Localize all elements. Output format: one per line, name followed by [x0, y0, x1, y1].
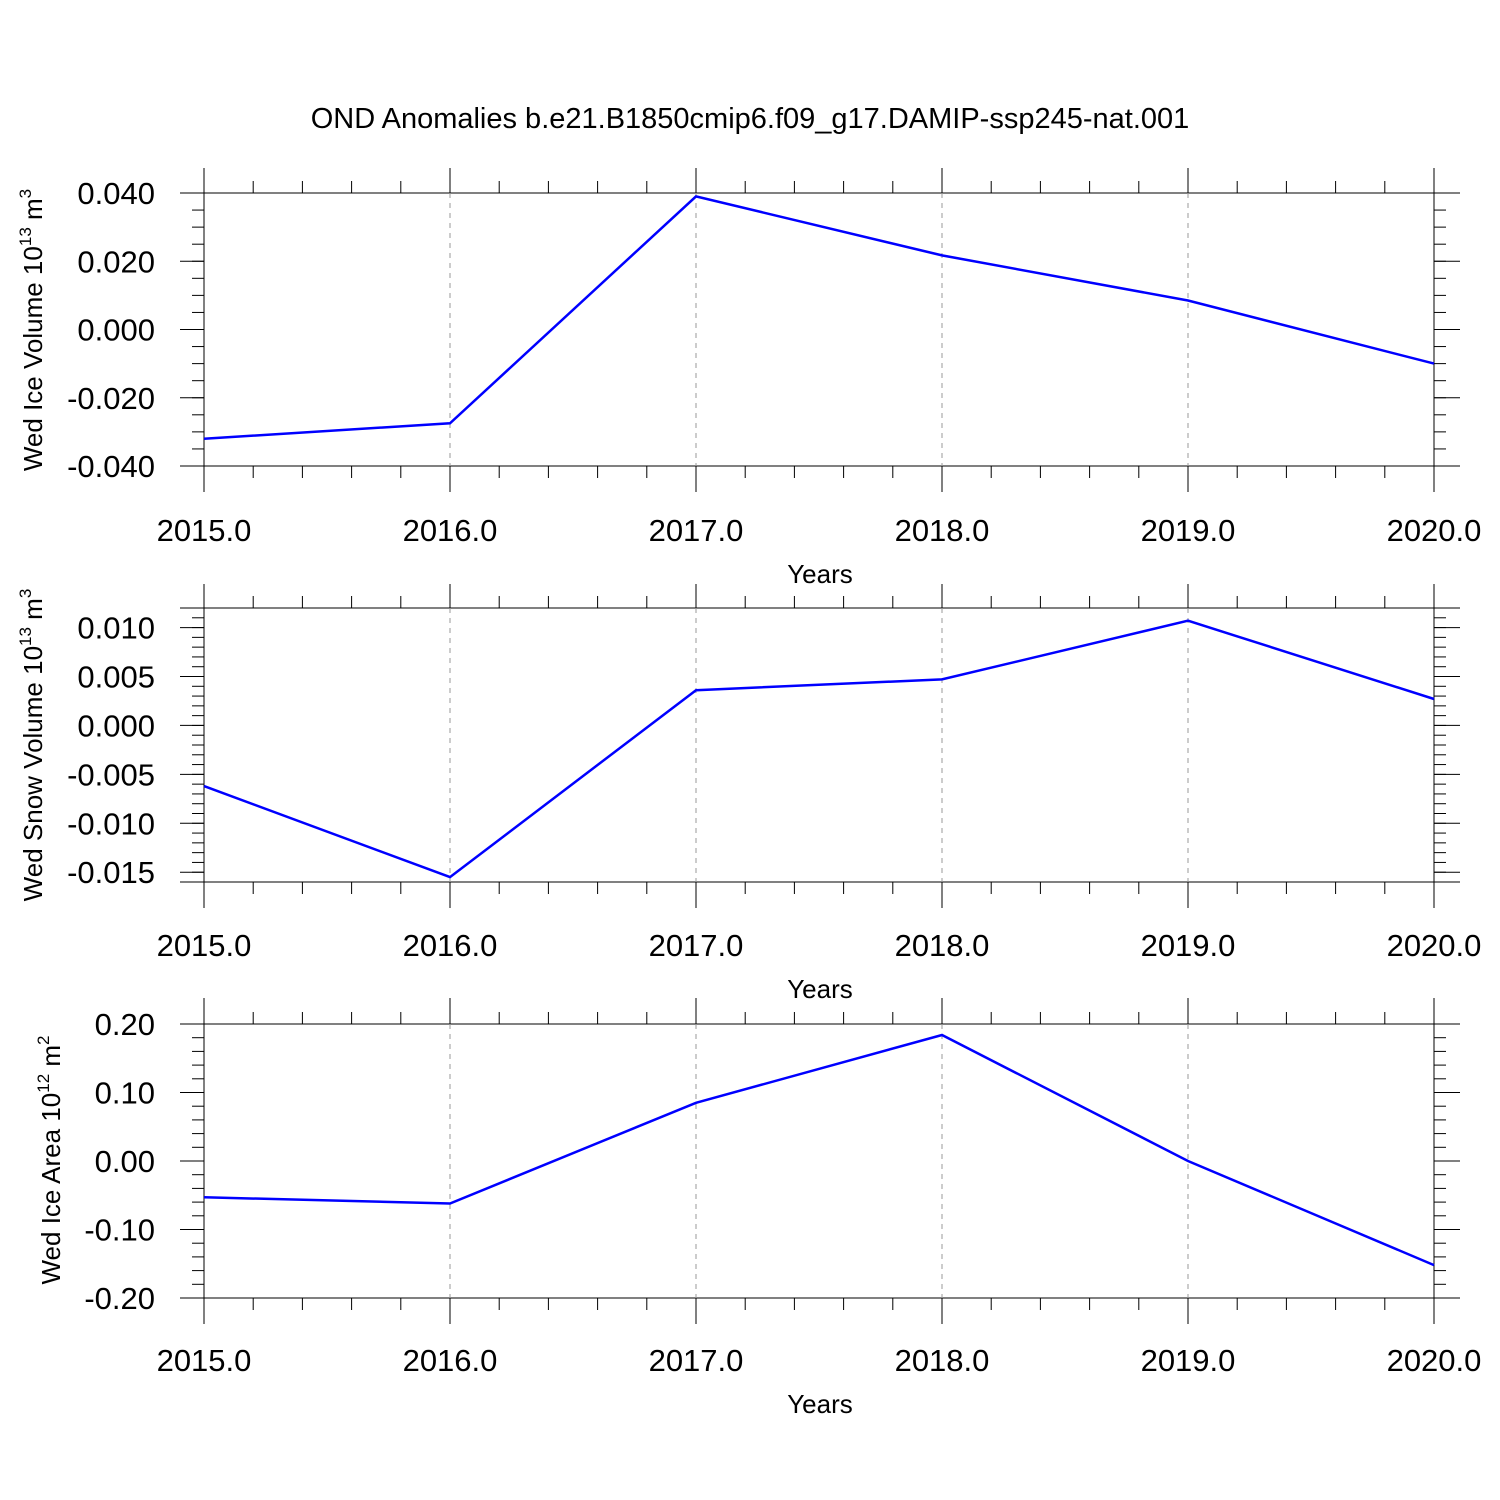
y-tick-label: 0.00	[95, 1144, 155, 1179]
y-tick-label: 0.040	[77, 176, 155, 211]
x-tick-label: 2016.0	[403, 928, 498, 963]
x-tick-label: 2020.0	[1387, 1343, 1482, 1378]
y-axis-title: Wed Ice Volume 1013 m3	[16, 189, 48, 471]
y-tick-label: -0.20	[84, 1281, 155, 1316]
x-tick-label: 2018.0	[895, 928, 990, 963]
x-axis-title: Years	[787, 559, 853, 589]
y-tick-label: 0.005	[77, 660, 155, 695]
x-axis-title: Years	[787, 1389, 853, 1419]
y-axis-title: Wed Ice Area 1012 m2	[34, 1035, 66, 1284]
y-tick-label: 0.020	[77, 244, 155, 279]
figure-title: OND Anomalies b.e21.B1850cmip6.f09_g17.D…	[310, 103, 1190, 135]
x-tick-label: 2018.0	[895, 1343, 990, 1378]
y-tick-label: -0.040	[67, 449, 155, 484]
x-tick-label: 2017.0	[649, 1343, 744, 1378]
panel-snow-volume: -0.015 -0.010 -0.005 0.000 0.005 0.010 2015.0 2…	[16, 584, 1481, 1004]
y-tick-label: -0.010	[67, 806, 155, 841]
y-tick-label: 0.000	[77, 708, 155, 743]
x-tick-label: 2016.0	[403, 1343, 498, 1378]
y-axis-title: Wed Snow Volume 1013 m3	[16, 589, 48, 902]
x-tick-label: 2020.0	[1387, 513, 1482, 548]
y-tick-label: -0.015	[67, 855, 155, 890]
x-tick-label: 2019.0	[1141, 1343, 1236, 1378]
y-tick-label: -0.020	[67, 381, 155, 416]
x-axis-title: Years	[787, 974, 853, 1004]
series-line	[203, 195, 1435, 440]
x-tick-label: 2017.0	[649, 513, 744, 548]
x-tick-label: 2017.0	[649, 928, 744, 963]
x-tick-label: 2019.0	[1141, 928, 1236, 963]
x-tick-label: 2015.0	[157, 928, 252, 963]
panel-ice-volume: -0.040 -0.020 0.000 0.020 0.040 2015.0 2016.0 2…	[16, 168, 1481, 589]
x-tick-label: 2018.0	[895, 513, 990, 548]
y-tick-label: 0.000	[77, 313, 155, 348]
x-tick-label: 2020.0	[1387, 928, 1482, 963]
y-tick-label: -0.10	[84, 1213, 155, 1248]
series-line	[203, 1033, 1435, 1267]
panel-ice-area: -0.20 -0.10 0.00 0.10 0.20 2015.0 2016.0 2017.0…	[34, 998, 1481, 1419]
y-tick-label: -0.005	[67, 757, 155, 792]
series-line	[203, 619, 1435, 879]
y-tick-label: 0.20	[95, 1007, 155, 1042]
y-tick-label: 0.010	[77, 611, 155, 646]
x-tick-label: 2015.0	[157, 513, 252, 548]
x-tick-label: 2019.0	[1141, 513, 1236, 548]
x-tick-label: 2016.0	[403, 513, 498, 548]
x-tick-label: 2015.0	[157, 1343, 252, 1378]
y-tick-label: 0.10	[95, 1076, 155, 1111]
